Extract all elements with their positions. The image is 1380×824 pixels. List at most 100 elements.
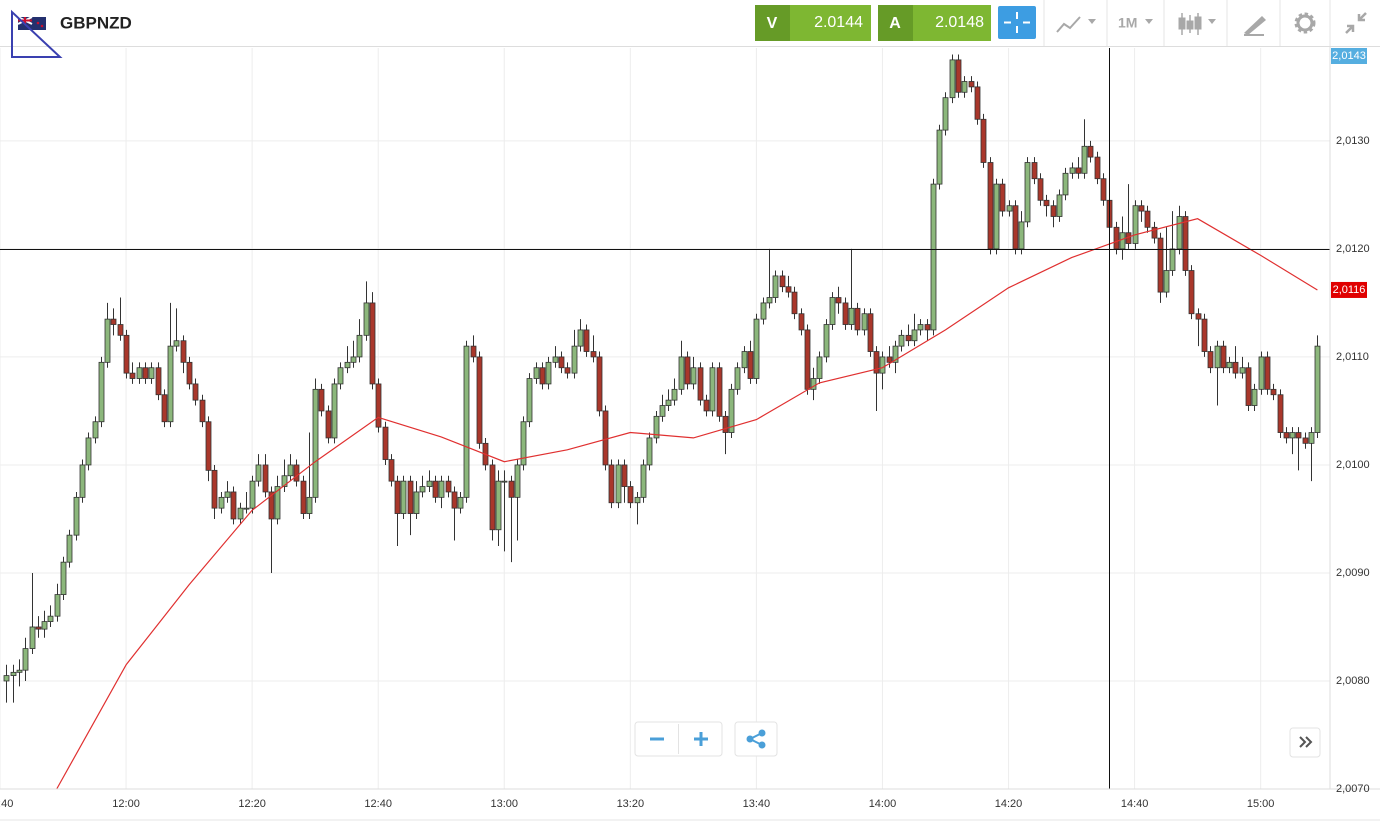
candle-body xyxy=(999,183,1006,212)
candle-body xyxy=(816,356,823,379)
draw-button[interactable] xyxy=(1244,16,1266,36)
candle-body xyxy=(293,464,300,482)
candle-body xyxy=(123,334,130,374)
candles-button[interactable] xyxy=(1178,13,1216,35)
candle-body xyxy=(678,356,685,390)
candle-body xyxy=(1195,313,1202,320)
candle-body xyxy=(917,324,924,331)
candle-body xyxy=(1201,318,1208,352)
candle-body xyxy=(1018,221,1025,250)
y-tick-label: 2,0130 xyxy=(1336,135,1370,147)
candle-body xyxy=(873,351,880,374)
overlay-triangle xyxy=(11,9,63,58)
candle-body xyxy=(1220,345,1227,369)
candle-body xyxy=(1151,226,1158,239)
candle-body xyxy=(22,648,29,671)
candle-body xyxy=(520,421,527,466)
candle-body xyxy=(1207,351,1214,369)
candle-body xyxy=(1062,172,1069,196)
candle-body xyxy=(262,464,269,493)
candle-body xyxy=(949,59,956,99)
crosshair-button[interactable] xyxy=(998,6,1036,39)
candle-body xyxy=(842,302,849,325)
candle-body xyxy=(167,345,174,423)
candle-body xyxy=(268,491,275,520)
candle-body xyxy=(684,356,691,385)
x-tick-label: 13:00 xyxy=(490,798,518,810)
candle-body xyxy=(1037,178,1044,201)
candle-body xyxy=(356,334,363,358)
x-tick-label: 14:20 xyxy=(995,798,1023,810)
collapse-button[interactable] xyxy=(1345,12,1367,34)
candle-body xyxy=(117,324,124,336)
y-tick-label: 2,0090 xyxy=(1336,567,1370,579)
candle-body xyxy=(936,129,943,185)
candle-body xyxy=(1100,178,1107,201)
candle-body xyxy=(1094,156,1101,180)
y-tick-label: 2,0080 xyxy=(1336,675,1370,687)
candle-body xyxy=(218,496,225,509)
moving-average xyxy=(56,218,1318,790)
chart-type-button[interactable] xyxy=(1056,16,1096,33)
ma-badge xyxy=(1331,281,1367,298)
buy-button[interactable]: A 2.0148 xyxy=(878,5,991,41)
candle-body xyxy=(331,383,338,439)
candle-body xyxy=(457,496,464,509)
candle-body xyxy=(16,669,23,673)
candle-body xyxy=(29,626,36,649)
candle-body xyxy=(476,356,483,444)
timeframe: 1M xyxy=(1118,15,1137,31)
candle-body xyxy=(911,329,918,342)
sell-button[interactable]: V 2.0144 xyxy=(755,5,871,41)
candle-body xyxy=(180,340,187,363)
candle-body xyxy=(942,97,949,131)
candle-body xyxy=(495,480,502,531)
candle-body xyxy=(980,118,987,163)
candle-body xyxy=(3,675,10,682)
y-tick-label: 2,0070 xyxy=(1336,783,1370,795)
x-tick-label: 11:40 xyxy=(0,798,13,810)
candle-body xyxy=(192,383,199,401)
candle-body xyxy=(60,561,67,595)
candle-body xyxy=(545,361,552,385)
candle-body xyxy=(1258,356,1265,390)
scroll-right-button[interactable] xyxy=(1289,727,1321,758)
candle-body xyxy=(1182,216,1189,271)
candle-body xyxy=(1069,167,1076,174)
candle-body xyxy=(634,496,641,504)
candle-body xyxy=(583,329,590,352)
candle-body xyxy=(186,361,193,385)
candle-body xyxy=(79,464,86,498)
candle-body xyxy=(35,626,42,630)
toolbar xyxy=(0,0,1380,46)
candle-body xyxy=(798,313,805,331)
candle-body xyxy=(110,318,117,325)
candle-body xyxy=(905,334,912,342)
x-tick-label: 13:20 xyxy=(617,798,645,810)
settings-button[interactable] xyxy=(1294,12,1316,34)
candle-body xyxy=(690,367,697,385)
candle-body xyxy=(823,324,830,358)
zoom-in-button[interactable] xyxy=(694,732,708,746)
timeframe-button[interactable]: 1M xyxy=(1118,15,1153,31)
candle-body xyxy=(558,356,565,369)
share-button[interactable] xyxy=(734,721,778,757)
candle-body xyxy=(92,421,99,439)
candle-body xyxy=(886,356,893,363)
candle-body xyxy=(470,345,477,358)
candle-body xyxy=(325,410,332,439)
candle-body xyxy=(892,345,899,363)
candle-body xyxy=(1188,270,1195,315)
candle-body xyxy=(640,464,647,498)
candle-body xyxy=(1308,432,1315,444)
candle-body xyxy=(829,297,836,325)
candle-body xyxy=(861,313,868,331)
candle-body xyxy=(772,275,779,298)
x-tick-label: 12:40 xyxy=(364,798,392,810)
candle-body xyxy=(66,534,73,563)
candle-body xyxy=(898,334,905,347)
candle-body xyxy=(41,621,48,630)
candle-body xyxy=(1006,205,1013,212)
candle-body xyxy=(533,367,540,379)
